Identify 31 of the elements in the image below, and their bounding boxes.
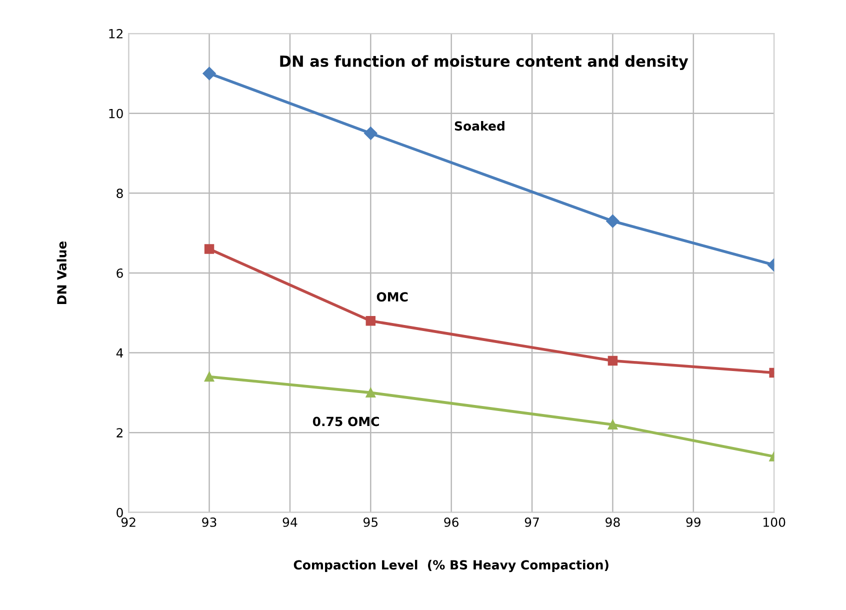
y-tick-label: 2 xyxy=(116,428,122,438)
x-tick-label: 99 xyxy=(686,517,700,527)
y-tick-label: 12 xyxy=(109,29,122,38)
y-tick-label: 10 xyxy=(109,108,123,118)
point xyxy=(204,372,214,382)
text: Soaked xyxy=(454,121,504,131)
x-tick-label: 96 xyxy=(444,517,459,527)
text: DN as function of moisture content and density xyxy=(280,55,688,70)
series-label: OMC xyxy=(376,292,408,302)
point xyxy=(366,388,376,398)
point xyxy=(366,316,376,326)
y-tick-label: 8 xyxy=(116,188,123,198)
point xyxy=(606,214,620,228)
point xyxy=(608,356,618,366)
x-tick-label: 94 xyxy=(282,517,298,527)
x-tick-label: 92 xyxy=(121,517,136,527)
y-tick-label: 4 xyxy=(116,348,124,358)
x-axis-title: Compaction Level (% BS Heavy Compaction) xyxy=(294,560,608,572)
point xyxy=(202,66,216,80)
point xyxy=(204,244,214,254)
y-axis-title: DN Value xyxy=(56,241,67,304)
point xyxy=(608,420,618,430)
series-label: 0.75 OMC xyxy=(312,416,379,426)
point xyxy=(364,126,378,140)
x-tick-label: 95 xyxy=(363,517,378,527)
x-tick-label: 97 xyxy=(524,517,539,527)
y-tick-label: 6 xyxy=(116,268,123,278)
x-tick-label: 93 xyxy=(202,517,216,527)
y-tick-label: 0 xyxy=(116,508,123,518)
x-tick-label: 100 xyxy=(764,517,786,527)
x-tick-label: 98 xyxy=(606,517,620,527)
